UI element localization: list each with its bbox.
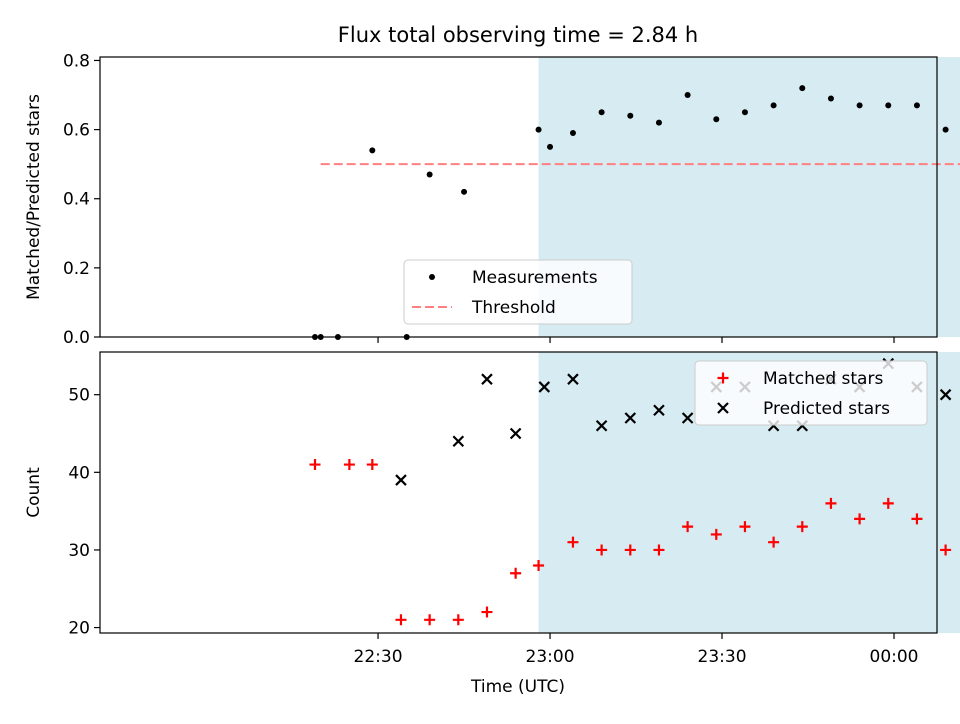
measurement-point <box>461 188 468 195</box>
predicted-star-point <box>595 419 608 432</box>
predicted-star-point <box>509 427 522 440</box>
measurement-point <box>369 147 376 154</box>
y-tick-label: 50 <box>68 386 90 406</box>
matched-star-point <box>567 536 579 548</box>
predicted-star-point <box>481 373 493 385</box>
measurement-point <box>885 102 892 109</box>
legend-label: Threshold <box>471 298 556 318</box>
y-tick-label: 20 <box>68 619 90 639</box>
matched-star-point <box>481 606 493 618</box>
matched-star-point <box>768 536 780 548</box>
legend-marker <box>717 372 729 384</box>
legend-label: Measurements <box>472 268 598 288</box>
measurement-point <box>799 85 806 92</box>
matched-star-point <box>510 567 522 579</box>
measurement-point <box>684 92 691 99</box>
y-tick-label: 40 <box>68 463 90 483</box>
measurement-point <box>627 112 634 119</box>
predicted-star-point <box>653 404 665 416</box>
measurement-point <box>569 130 576 137</box>
matched-star-point <box>739 521 751 533</box>
y-tick-label: 0.8 <box>63 51 90 71</box>
top-panel: 0.0 0.2 0.4 0.6 0.8 Matched/Predicted stars Me… <box>24 51 960 348</box>
y-axis-label: Count <box>24 467 44 518</box>
y-tick-label: 0.6 <box>63 121 90 141</box>
predicted-star-point <box>567 373 579 385</box>
axes-frame <box>99 351 938 634</box>
legend-label: Matched stars <box>763 369 883 389</box>
predicted-star-point <box>452 435 465 448</box>
matched-star-point <box>940 544 952 556</box>
y-tick-label: 0.0 <box>63 328 90 348</box>
measurement-point <box>598 109 605 116</box>
predicted-star-point <box>624 412 637 424</box>
matched-star-point <box>596 544 608 556</box>
matched-star-point <box>395 614 407 626</box>
measurement-point <box>426 171 433 178</box>
matched-star-point <box>710 528 722 540</box>
legend-box <box>694 360 928 426</box>
y-tick-label: 0.4 <box>63 190 90 210</box>
measurement-point <box>713 116 720 123</box>
matched-star-point <box>854 513 866 525</box>
measurement-point <box>655 119 662 126</box>
legend-marker <box>429 274 435 280</box>
matched-star-point <box>882 497 894 509</box>
axes-frame <box>99 56 938 338</box>
legend-box <box>403 259 633 325</box>
matched-star-point <box>825 497 837 509</box>
matched-star-point <box>682 521 694 533</box>
x-axis-label: Time (UTC) <box>470 677 565 697</box>
legend-label: Predicted stars <box>763 399 890 419</box>
y-tick-label: 30 <box>68 541 90 561</box>
matched-star-point <box>796 521 808 533</box>
measurement-point <box>942 126 949 133</box>
measurement-point <box>827 95 834 102</box>
matched-star-point <box>366 459 378 471</box>
y-tick-label: 0.2 <box>63 259 90 279</box>
predicted-star-point <box>939 388 952 401</box>
measurement-point <box>913 102 920 109</box>
measurement-point <box>547 143 554 150</box>
measurement-point <box>770 102 777 109</box>
matched-star-point <box>533 559 545 571</box>
predicted-star-point <box>538 381 551 393</box>
matched-star-point <box>309 459 321 471</box>
measurement-point <box>856 102 863 109</box>
legend-marker <box>717 402 729 414</box>
x-tick-label: 00:00 <box>870 647 919 667</box>
matched-star-point <box>424 614 436 626</box>
x-tick-label: 23:30 <box>698 647 747 667</box>
y-axis-label: Matched/Predicted stars <box>24 94 44 300</box>
chart-title: Flux total observing time = 2.84 h <box>338 23 698 47</box>
x-tick-label: 23:00 <box>526 647 575 667</box>
matched-star-point <box>343 459 355 471</box>
measurement-point <box>535 126 542 133</box>
bottom-panel: 2030405022:3023:0023:3000:0000:3001:0001… <box>24 351 960 667</box>
matched-star-point <box>452 614 464 626</box>
matched-star-point <box>653 544 665 556</box>
x-tick-label: 22:30 <box>354 647 403 667</box>
predicted-star-point <box>395 474 407 486</box>
matched-star-point <box>911 513 923 525</box>
matched-star-point <box>624 544 636 556</box>
measurement-point <box>741 109 748 116</box>
predicted-star-point <box>681 412 694 424</box>
